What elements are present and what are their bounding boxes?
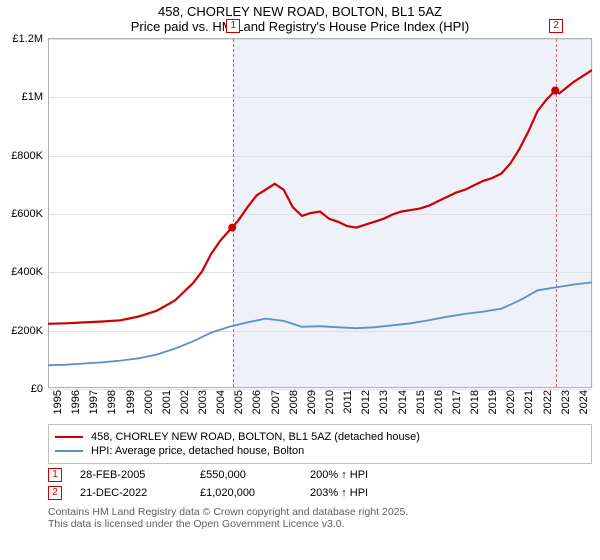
attribution-line-1: Contains HM Land Registry data © Crown c…	[48, 506, 592, 518]
x-tick-label: 2001	[161, 390, 173, 414]
x-tick-label: 2009	[306, 390, 318, 414]
event-row: 2 21-DEC-2022£1,020,000203% ↑ HPI	[48, 486, 592, 500]
x-tick-label: 2016	[433, 390, 445, 414]
x-tick-label: 2010	[324, 390, 336, 414]
attribution-line-2: This data is licensed under the Open Gov…	[48, 518, 592, 530]
x-tick-label: 2008	[288, 390, 300, 414]
x-tick-label: 2005	[233, 390, 245, 414]
chart-area: £0£200K£400K£600K£800K£1M£1.2M12 1995199…	[48, 38, 592, 418]
x-tick-label: 1996	[70, 390, 82, 414]
x-tick-label: 1998	[106, 390, 118, 414]
y-tick-label: £400K	[11, 266, 49, 278]
legend-swatch	[55, 450, 83, 452]
event-price: £550,000	[200, 469, 310, 481]
series-price_paid	[48, 70, 592, 324]
event-relative: 203% ↑ HPI	[310, 487, 368, 499]
y-tick-label: £1M	[22, 91, 49, 103]
event-price: £1,020,000	[200, 487, 310, 499]
attribution: Contains HM Land Registry data © Crown c…	[48, 506, 592, 530]
x-tick-label: 1997	[88, 390, 100, 414]
title-line-2: Price paid vs. HM Land Registry's House …	[0, 19, 600, 34]
legend-swatch	[55, 436, 83, 438]
y-tick-label: £0	[31, 383, 49, 395]
legend-item: HPI: Average price, detached house, Bolt…	[55, 445, 585, 457]
x-tick-label: 2006	[251, 390, 263, 414]
x-tick-label: 2004	[215, 390, 227, 414]
x-tick-label: 2014	[397, 390, 409, 414]
x-tick-label: 2022	[542, 390, 554, 414]
x-tick-label: 2023	[560, 390, 572, 414]
event-date: 21-DEC-2022	[80, 487, 200, 499]
marker-label: 2	[549, 19, 563, 33]
x-tick-label: 1999	[125, 390, 137, 414]
x-tick-label: 2024	[578, 390, 590, 414]
event-number: 1	[48, 468, 62, 482]
x-tick-label: 2011	[342, 390, 354, 414]
legend-label: HPI: Average price, detached house, Bolt…	[91, 445, 304, 457]
legend: 458, CHORLEY NEW ROAD, BOLTON, BL1 5AZ (…	[48, 424, 592, 464]
x-tick-label: 1995	[52, 390, 64, 414]
x-tick-label: 2020	[505, 390, 517, 414]
event-date: 28-FEB-2005	[80, 469, 200, 481]
event-relative: 200% ↑ HPI	[310, 469, 368, 481]
marker-dot	[551, 87, 559, 95]
marker-dot	[228, 224, 236, 232]
chart-svg	[48, 38, 592, 388]
x-axis-labels: 1995 1996 1997 1998 1999 2000 2001 2002 2003 2004…	[48, 388, 592, 418]
title-line-1: 458, CHORLEY NEW ROAD, BOLTON, BL1 5AZ	[0, 4, 600, 19]
chart-title: 458, CHORLEY NEW ROAD, BOLTON, BL1 5AZ P…	[0, 0, 600, 38]
x-tick-label: 2002	[179, 390, 191, 414]
x-tick-label: 2003	[197, 390, 209, 414]
x-tick-label: 2021	[523, 390, 535, 414]
marker-label: 1	[226, 19, 240, 33]
x-tick-label: 2019	[487, 390, 499, 414]
x-tick-label: 2017	[451, 390, 463, 414]
series-hpi	[48, 282, 592, 365]
y-tick-label: £600K	[11, 208, 49, 220]
y-tick-label: £1.2M	[12, 33, 49, 45]
event-row: 1 28-FEB-2005£550,000200% ↑ HPI	[48, 468, 592, 482]
y-tick-label: £200K	[11, 325, 49, 337]
legend-label: 458, CHORLEY NEW ROAD, BOLTON, BL1 5AZ (…	[91, 431, 420, 443]
event-table: 1 28-FEB-2005£550,000200% ↑ HPI 2 21-DEC-20…	[48, 468, 592, 500]
x-tick-label: 2012	[360, 390, 372, 414]
legend-item: 458, CHORLEY NEW ROAD, BOLTON, BL1 5AZ (…	[55, 431, 585, 443]
y-tick-label: £800K	[11, 150, 49, 162]
x-tick-label: 2018	[469, 390, 481, 414]
x-tick-label: 2007	[270, 390, 282, 414]
x-tick-label: 2013	[378, 390, 390, 414]
event-number: 2	[48, 486, 62, 500]
x-tick-label: 2015	[415, 390, 427, 414]
x-tick-label: 2000	[143, 390, 155, 414]
